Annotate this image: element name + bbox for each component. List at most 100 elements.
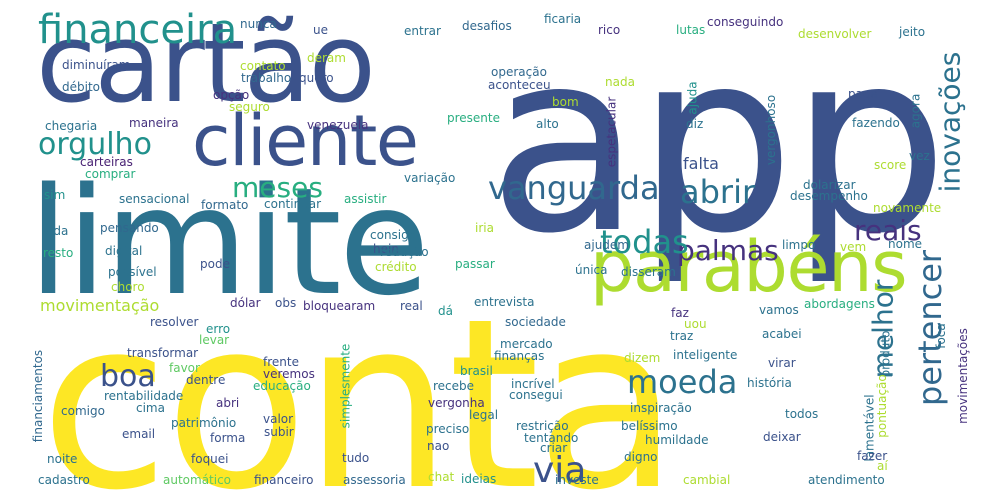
word-seguro: seguro (229, 100, 270, 114)
word-ideias: ideias (461, 472, 497, 486)
word-unica: única (575, 263, 608, 277)
word-consegui: consegui (509, 388, 563, 402)
word-conta: conta (40, 269, 679, 500)
word-erro: erro (206, 322, 231, 336)
word-diminuiram: diminuíram (62, 58, 131, 72)
word-comprar: comprar (85, 167, 136, 181)
word-choro: choro (111, 280, 145, 294)
word-cima: cima (136, 401, 165, 415)
word-limpo: limpo (782, 238, 816, 252)
word-belissimo: belíssimo (621, 419, 678, 433)
word-dolarizar: dolarizar (803, 178, 856, 192)
word-movimentacoes: movimentações (955, 328, 970, 424)
word-dizem: dizem (624, 351, 661, 365)
word-sociedade: sociedade (505, 315, 566, 329)
word-email: email (122, 427, 156, 441)
word-lutas: lutas (676, 23, 706, 37)
word-foca: foca (933, 323, 948, 349)
word-jeito: jeito (899, 25, 926, 39)
word-score: score (874, 158, 907, 172)
word-traz: traz (670, 329, 694, 343)
word-subir: subir (264, 425, 294, 439)
word-dolar: dólar (230, 296, 261, 310)
word-disseram: disseram (621, 265, 676, 279)
word-consigo: consigo (370, 228, 417, 242)
word-cadastro: cadastro (38, 473, 90, 487)
word-reais: reais (854, 214, 922, 247)
word-tudo: tudo (342, 451, 370, 465)
word-acabei: acabei (762, 327, 802, 341)
word-abordagens: abordagens (804, 297, 875, 311)
word-movimentacao: movimentação (40, 296, 160, 315)
word-digno: digno (624, 450, 658, 464)
word-chegaria: chegaria (45, 119, 98, 133)
word-espetacular: espetacular (604, 96, 619, 168)
word-desenvolver: desenvolver (798, 27, 872, 41)
word-recebe: recebe (433, 379, 475, 393)
word-formato: formato (201, 198, 249, 212)
word-ajuda: ajuda (685, 81, 700, 115)
word-maneira: maneira (129, 116, 179, 130)
word-mercado: mercado (500, 337, 553, 351)
word-veremos: veremos (263, 367, 315, 381)
word-app: app (488, 0, 949, 288)
word-vergonhoso: vergonhoso (764, 94, 779, 166)
word-carteiras: carteiras (80, 155, 133, 169)
word-criar: criar (540, 441, 568, 455)
word-desempenho: desempenho (790, 189, 868, 203)
word-vergonha: vergonha (428, 396, 485, 410)
word-conseguindo: conseguindo (707, 15, 784, 29)
word-pontuacao: pontuação (874, 374, 889, 438)
word-patrimonio: patrimônio (171, 416, 237, 430)
word-contato: contato (240, 59, 286, 73)
word-fazendo: fazendo (852, 116, 900, 130)
word-assessoria: assessoria (343, 473, 406, 487)
word-desafios: desafios (462, 19, 512, 33)
word-abrir: abrir (680, 173, 756, 211)
word-pensando: pensando (100, 221, 159, 235)
word-automatico: automático (163, 473, 232, 487)
word-parabens: parabéns (590, 226, 908, 308)
word-tentando: tentando (524, 431, 579, 445)
word-investe: investe (555, 473, 599, 487)
word-ficaria: ficaria (544, 12, 582, 26)
word-presente: presente (447, 111, 500, 125)
word-reducao: redução (380, 245, 429, 259)
word-real: real (400, 299, 423, 313)
word-diz: diz (686, 117, 704, 131)
word-uou: uou (684, 317, 707, 331)
word-paga: paga (848, 87, 878, 101)
word-possivel: possível (108, 265, 157, 279)
word-sensacional: sensacional (119, 192, 190, 206)
word-deixar: deixar (763, 430, 801, 444)
word-alto: alto (536, 117, 559, 131)
word-todas: todas (600, 223, 689, 261)
word-cambial: cambial (683, 473, 731, 487)
word-todos: todos (785, 407, 819, 421)
word-obs: obs (275, 296, 297, 310)
word-forma: forma (210, 431, 246, 445)
word-nome: nome (888, 237, 923, 251)
word-levar: levar (199, 333, 230, 347)
word-meses: meses (232, 171, 323, 204)
word-financas: finanças (494, 349, 545, 363)
word-financeiro: financeiro (254, 473, 314, 487)
word-passar: passar (455, 257, 495, 271)
word-pode: pode (200, 257, 230, 271)
word-bom: bom (552, 95, 579, 109)
word-faz: faz (671, 306, 689, 320)
word-chat: chat (428, 470, 455, 484)
word-humildade: humildade (645, 433, 709, 447)
word-vanguarda: vanguarda (488, 169, 660, 207)
word-opcao: opção (213, 88, 250, 102)
word-deram: deram (307, 51, 346, 65)
word-moeda: moeda (627, 363, 738, 401)
word-cartao: cartão (36, 0, 376, 127)
word-nao: nao (427, 439, 450, 453)
word-historia: história (747, 376, 792, 390)
word-novamente: novamente (873, 201, 942, 215)
word-incrivel: incrível (511, 377, 555, 391)
word-vamos: vamos (759, 303, 799, 317)
word-ajudem: ajudem (584, 238, 629, 252)
